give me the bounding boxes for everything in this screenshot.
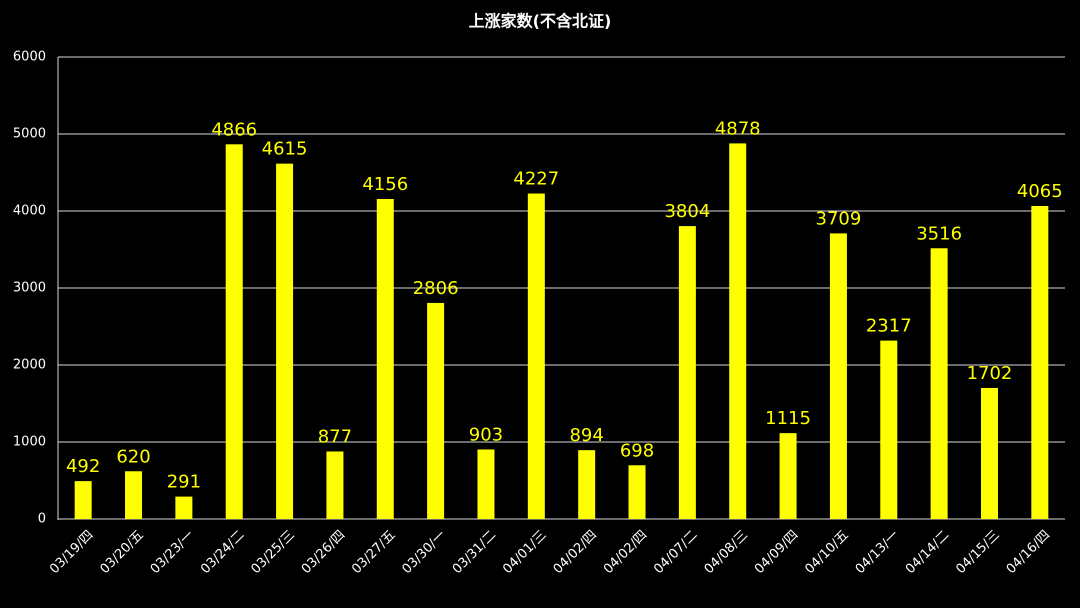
y-tick-label: 2000 (13, 358, 46, 373)
x-tick-label: 04/15/三 (953, 528, 1002, 577)
bar (930, 248, 948, 519)
x-tick-label: 03/20/五 (97, 528, 146, 577)
x-tick-label: 03/19/四 (47, 528, 96, 577)
bar (225, 144, 243, 519)
bar (125, 471, 143, 519)
value-label: 4878 (715, 118, 761, 139)
bar (376, 198, 394, 519)
bar (829, 233, 847, 520)
bar (175, 496, 193, 519)
value-label: 3709 (816, 208, 862, 229)
x-tick-label: 04/02/四 (601, 528, 650, 577)
y-tick-label: 5000 (13, 127, 46, 142)
value-label: 903 (469, 424, 503, 445)
x-tick-label: 04/02/四 (551, 528, 600, 577)
x-tick-label: 03/27/五 (349, 528, 398, 577)
x-tick-label: 04/16/四 (1004, 528, 1053, 577)
value-label: 4156 (362, 174, 408, 195)
y-tick-label: 4000 (13, 204, 46, 219)
chart-title: 上涨家数(不含北证) (469, 12, 612, 31)
bar (527, 193, 545, 519)
x-tick-label: 04/01/三 (500, 528, 549, 577)
bar (1031, 205, 1049, 519)
value-label: 4615 (262, 139, 308, 160)
x-tick-label: 03/25/三 (248, 528, 297, 577)
x-tick-label: 04/09/四 (752, 528, 801, 577)
value-label: 2806 (413, 278, 459, 299)
x-tick-label: 03/24/二 (198, 528, 247, 577)
bar (477, 449, 495, 519)
bar (628, 465, 646, 519)
value-label: 620 (116, 446, 150, 467)
bar (779, 433, 797, 519)
value-label: 4065 (1017, 181, 1063, 202)
value-label: 4227 (513, 169, 559, 190)
x-tick-label: 04/13/一 (853, 528, 902, 577)
value-label: 894 (569, 425, 603, 446)
bar (74, 481, 92, 519)
x-tick-label: 04/14/二 (903, 528, 952, 577)
y-tick-label: 6000 (13, 50, 46, 65)
x-tick-label: 03/31/二 (450, 528, 499, 577)
bar (880, 340, 898, 519)
bar (326, 451, 344, 519)
bar (276, 163, 294, 519)
value-label: 3516 (916, 223, 962, 244)
x-tick-label: 03/23/一 (148, 528, 197, 577)
x-tick-label: 04/07/二 (651, 528, 700, 577)
y-tick-label: 3000 (13, 281, 46, 296)
y-tick-label: 0 (38, 512, 46, 527)
value-label: 4866 (211, 119, 257, 140)
y-tick-label: 1000 (13, 435, 46, 450)
value-label: 291 (167, 472, 201, 493)
bar (578, 450, 596, 519)
value-label: 1115 (765, 408, 811, 429)
bar (729, 143, 747, 520)
bar (427, 302, 445, 519)
bar (980, 387, 998, 519)
value-label: 1702 (967, 363, 1013, 384)
value-label: 3804 (664, 201, 710, 222)
x-tick-label: 03/30/一 (400, 528, 449, 577)
x-tick-label: 04/10/五 (802, 528, 851, 577)
value-label: 492 (66, 456, 100, 477)
value-label: 877 (318, 426, 352, 447)
value-label: 2317 (866, 316, 912, 337)
value-label: 698 (620, 440, 654, 461)
bar (678, 226, 696, 520)
x-tick-label: 04/08/三 (702, 528, 751, 577)
x-tick-label: 03/26/四 (299, 528, 348, 577)
